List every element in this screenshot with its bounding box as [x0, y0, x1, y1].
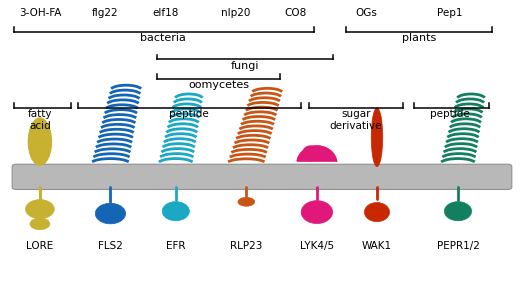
Text: LYK4/5: LYK4/5	[300, 241, 334, 251]
Ellipse shape	[364, 203, 389, 222]
Text: PEPR1/2: PEPR1/2	[436, 241, 479, 251]
Text: nlp20: nlp20	[221, 8, 250, 18]
Text: OGs: OGs	[356, 8, 377, 18]
Text: elf18: elf18	[152, 8, 179, 18]
Ellipse shape	[30, 218, 50, 230]
Text: fungi: fungi	[231, 61, 259, 71]
Ellipse shape	[301, 201, 333, 224]
Ellipse shape	[28, 118, 51, 165]
Text: bacteria: bacteria	[140, 33, 185, 43]
FancyBboxPatch shape	[12, 164, 512, 189]
Text: Pep1: Pep1	[438, 8, 463, 18]
Ellipse shape	[95, 203, 126, 224]
Ellipse shape	[303, 146, 319, 161]
Ellipse shape	[26, 200, 54, 219]
Text: EFR: EFR	[166, 241, 185, 251]
Ellipse shape	[444, 202, 472, 221]
Text: plants: plants	[402, 33, 436, 43]
Text: WAK1: WAK1	[362, 241, 392, 251]
Text: peptide: peptide	[169, 109, 209, 119]
Text: RLP23: RLP23	[230, 241, 263, 251]
Text: sugar
derivative: sugar derivative	[330, 109, 383, 131]
Polygon shape	[297, 146, 336, 161]
Text: FLS2: FLS2	[98, 241, 123, 251]
Text: 3-OH-FA: 3-OH-FA	[19, 8, 61, 18]
Text: LORE: LORE	[26, 241, 53, 251]
Text: flg22: flg22	[92, 8, 118, 18]
Text: fatty
acid: fatty acid	[28, 109, 52, 131]
Ellipse shape	[162, 202, 189, 221]
Text: peptide: peptide	[430, 109, 470, 119]
Ellipse shape	[238, 197, 255, 206]
Text: CO8: CO8	[285, 8, 307, 18]
Ellipse shape	[371, 108, 383, 167]
Text: oomycetes: oomycetes	[189, 80, 249, 90]
